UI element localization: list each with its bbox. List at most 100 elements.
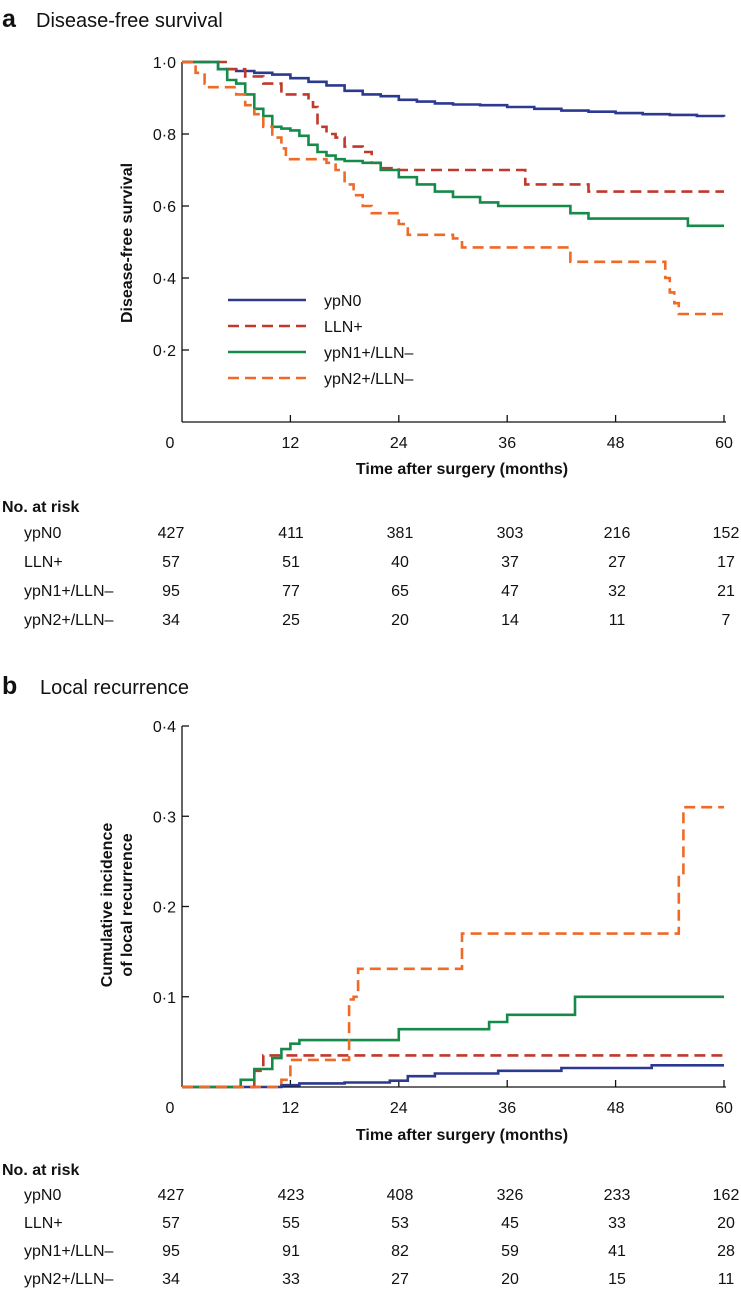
y-tick-label: 0·2 [153,900,176,917]
at-risk-value: 411 [278,525,304,542]
at-risk-value: 34 [162,612,180,629]
y-tick-label: 0·2 [153,343,176,360]
at-risk-value: 20 [501,1271,519,1288]
at-risk-value: 37 [501,554,519,571]
at-risk-value: 33 [608,1215,626,1232]
at-risk-value: 57 [162,554,180,571]
at-risk-value: 25 [282,612,300,629]
panel-b: b Local recurrence 0 12 24 36 48 600·10·20·30… [2,672,739,1288]
at-risk-value: 91 [282,1243,300,1260]
at-risk-value: 95 [162,1243,180,1260]
at-risk-value: 59 [501,1243,519,1260]
x-tick-label: 36 [498,435,516,452]
series-line-ypN2+/LLN– [182,805,724,1089]
at-risk-value: 32 [608,583,626,600]
x-tick-label: 24 [390,1100,408,1117]
y-tick-label: 0·1 [153,990,176,1007]
panel-a-y-axis-label: Disease-free survival [119,163,136,323]
at-risk-value: 53 [391,1215,409,1232]
at-risk-value: 326 [497,1187,524,1204]
at-risk-value: 40 [391,554,409,571]
at-risk-value: 11 [718,1271,735,1288]
panel-b-at-risk-rows: ypN0 427 423 408 326 233 162 LLN+ 57 55 53 45 33 20 yp… [24,1187,739,1288]
at-risk-value: 41 [608,1243,626,1260]
at-risk-value: 65 [391,583,409,600]
at-risk-value: 57 [162,1215,180,1232]
at-risk-row-label: ypN1+/LLN– [24,1243,113,1260]
panel-b-y-axis-label-line-1: Cumulative incidence [99,823,116,988]
panel-b-title: Local recurrence [40,677,189,699]
panel-b-axes: 0 12 24 36 48 60 0·1 0·2 0·3 0·4 [153,719,733,1117]
x-tick-label: 24 [390,435,408,452]
at-risk-value: 216 [604,525,631,542]
at-risk-value: 11 [609,612,626,629]
y-tick-label: 0·6 [153,199,176,216]
panel-b-at-risk-header: No. at risk [2,1162,79,1179]
at-risk-value: 82 [391,1243,409,1260]
x-tick-label: 0 [166,1100,175,1117]
panel-a-at-risk-header: No. at risk [2,499,79,516]
at-risk-value: 47 [501,583,519,600]
x-tick-label: 48 [607,1100,625,1117]
series-line-ypN1+/LLN– [182,60,724,228]
panel-b-at-risk-table: No. at risk ypN0 427 423 408 326 233 162 LLN+ 57… [2,1162,739,1288]
at-risk-row-label: ypN2+/LLN– [24,612,113,629]
at-risk-row-label: ypN0 [24,1187,61,1204]
x-tick-label: 48 [607,435,625,452]
legend-label-ypN1+/LLN–: ypN1+/LLN– [324,345,413,362]
at-risk-value: 381 [387,525,414,542]
at-risk-value: 17 [717,554,735,571]
at-risk-row-label: ypN1+/LLN– [24,583,113,600]
panel-b-y-axis-label-line-2: of local recurrence [119,833,136,976]
x-tick-label: 60 [715,435,733,452]
panel-a-legend: ypN0 LLN+ ypN1+/LLN– ypN2+/LLN– [228,293,413,388]
x-tick-label: 60 [715,1100,733,1117]
panel-a-at-risk-table: No. at risk ypN0 427 411 381 303 216 152 LLN+ 57… [2,499,739,629]
at-risk-value: 15 [608,1271,626,1288]
at-risk-value: 33 [282,1271,300,1288]
at-risk-value: 20 [717,1215,735,1232]
at-risk-value: 95 [162,583,180,600]
y-tick-label: 1·0 [153,55,176,72]
panel-a-axes: 0 12 24 36 48 60 0·2 0·4 0·6 0·8 1·0 [153,55,733,452]
at-risk-value: 14 [501,612,519,629]
at-risk-value: 27 [391,1271,409,1288]
panel-a-x-axis-label: Time after surgery (months) [356,461,568,478]
x-tick-label: 12 [282,435,300,452]
series-line-LLN+ [182,1054,724,1089]
panel-a-series [182,60,726,316]
x-tick-label: 12 [282,1100,300,1117]
at-risk-value: 427 [158,525,185,542]
panel-a-at-risk-rows: ypN0 427 411 381 303 216 152 LLN+ 57 51 40 37 27 17 yp… [24,525,739,629]
y-tick-label: 0·4 [153,719,176,736]
panel-a: a Disease-free survival 0 12 24 36 48 60 0·2 0·… [2,5,739,629]
series-line-ypN1+/LLN– [182,995,724,1089]
at-risk-row-label: LLN+ [24,1215,63,1232]
series-line-ypN0 [182,1064,724,1089]
at-risk-value: 408 [387,1187,414,1204]
at-risk-value: 20 [391,612,409,629]
at-risk-value: 55 [282,1215,300,1232]
legend-label-ypN2+/LLN–: ypN2+/LLN– [324,371,413,388]
y-tick-label: 0·3 [153,809,176,826]
at-risk-value: 51 [282,554,300,571]
at-risk-value: 233 [604,1187,631,1204]
at-risk-value: 77 [282,583,300,600]
x-tick-label: 0 [166,435,175,452]
at-risk-value: 423 [278,1187,305,1204]
series-line-ypN2+/LLN– [182,60,724,316]
at-risk-value: 45 [501,1215,519,1232]
at-risk-value: 303 [497,525,524,542]
at-risk-value: 27 [608,554,626,571]
panel-b-y-axis-label: Cumulative incidence of local recurrence [99,823,136,988]
at-risk-row-label: ypN0 [24,525,61,542]
panel-b-x-axis-label: Time after surgery (months) [356,1127,568,1144]
series-line-ypN0 [182,60,726,118]
at-risk-row-label: ypN2+/LLN– [24,1271,113,1288]
at-risk-row-label: LLN+ [24,554,63,571]
at-risk-value: 34 [162,1271,180,1288]
series-line-LLN+ [182,60,724,193]
panel-b-letter: b [2,672,17,700]
panel-a-letter: a [2,5,17,33]
